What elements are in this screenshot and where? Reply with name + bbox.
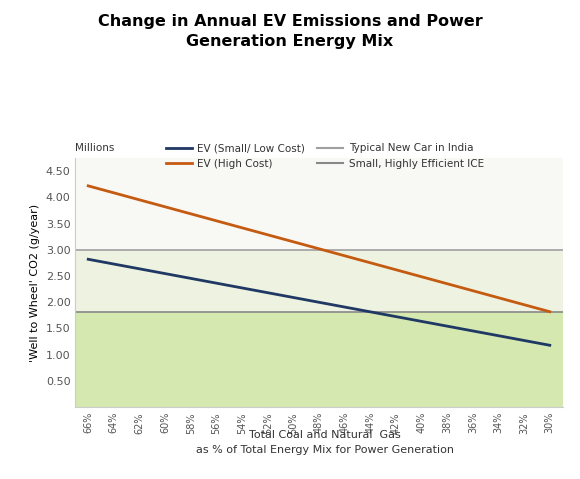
Text: as % of Total Energy Mix for Power Generation: as % of Total Energy Mix for Power Gener…: [196, 445, 454, 455]
Text: Change in Annual EV Emissions and Power
Generation Energy Mix: Change in Annual EV Emissions and Power …: [97, 14, 483, 49]
Text: Total Coal and Natural  Gas: Total Coal and Natural Gas: [249, 430, 401, 440]
Text: Millions: Millions: [75, 143, 114, 153]
Legend: EV (Small/ Low Cost), EV (High Cost), Typical New Car in India, Small, Highly Ef: EV (Small/ Low Cost), EV (High Cost), Ty…: [162, 139, 488, 173]
Bar: [75, 312, 563, 407]
Bar: [75, 106, 563, 250]
Y-axis label: 'Well to Wheel' CO2 (g/year): 'Well to Wheel' CO2 (g/year): [30, 204, 40, 362]
Bar: [75, 250, 563, 312]
